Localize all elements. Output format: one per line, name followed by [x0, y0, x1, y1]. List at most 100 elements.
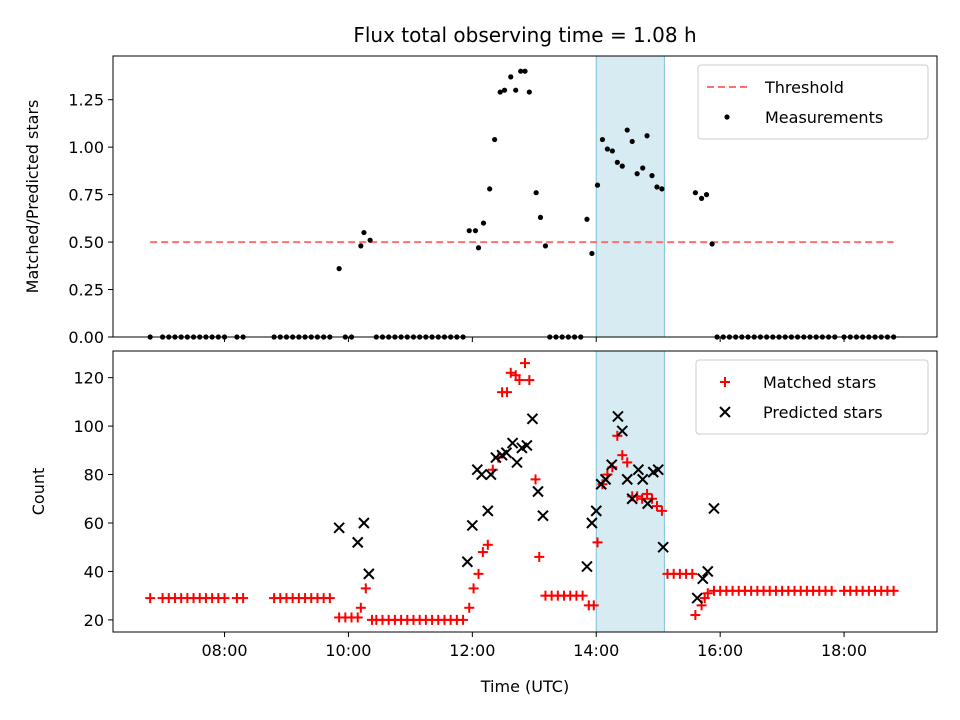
x-tick-label: 14:00 — [573, 641, 619, 660]
data-point — [513, 87, 519, 93]
data-point — [612, 410, 624, 423]
legend-entry: Threshold — [707, 78, 844, 97]
highlight-span — [595, 55, 665, 338]
data-point — [589, 250, 595, 257]
data-point — [521, 439, 533, 452]
data-point — [826, 585, 837, 596]
data-point — [644, 133, 650, 139]
data-point — [652, 463, 664, 476]
data-point — [619, 163, 625, 169]
data-point — [466, 228, 472, 234]
series-matched-stars — [145, 358, 899, 625]
data-point — [518, 68, 524, 74]
data-point — [502, 387, 513, 398]
data-point — [497, 89, 503, 95]
data-point — [537, 214, 544, 220]
data-point — [487, 186, 493, 192]
y-tick-label: 0.25 — [68, 281, 104, 300]
data-point — [477, 547, 488, 558]
data-point-stroke — [475, 468, 488, 481]
y-tick-label: 60 — [84, 514, 104, 533]
data-point — [690, 610, 701, 621]
y-tick-label: 80 — [84, 466, 104, 485]
data-point — [542, 243, 549, 249]
data-point — [501, 87, 508, 93]
data-point — [599, 136, 606, 143]
data-point-stroke — [586, 517, 598, 529]
plot-frame — [112, 350, 938, 633]
data-point-stroke — [352, 536, 364, 549]
data-point-stroke — [461, 556, 474, 568]
data-point — [656, 505, 667, 516]
data-point — [475, 245, 482, 251]
data-point — [458, 614, 469, 625]
legend: Threshold Measurements — [697, 64, 929, 140]
y-tick-label: 0.75 — [68, 186, 104, 205]
data-point — [530, 474, 541, 485]
data-point — [624, 127, 630, 133]
x-tick-label: 08:00 — [201, 641, 247, 660]
data-point — [654, 184, 660, 190]
y-axis-title: Matched/Predicted stars — [23, 100, 42, 294]
data-point — [482, 505, 494, 517]
data-point — [508, 74, 514, 80]
y-tick-label: 1.25 — [68, 91, 104, 110]
data-point — [360, 583, 371, 594]
data-point — [367, 237, 373, 243]
data-point-stroke — [637, 473, 649, 486]
y-tick-label: 20 — [84, 611, 104, 630]
data-point — [621, 473, 633, 486]
legend-label: Matched stars — [763, 373, 876, 392]
legend-entry: Measurements — [724, 108, 883, 127]
data-point-stroke — [708, 502, 720, 515]
data-point — [526, 413, 539, 425]
y-tick-label: 40 — [84, 562, 104, 581]
data-point — [475, 468, 488, 481]
data-point-stroke — [482, 505, 494, 517]
chart-title: Flux total observing time = 1.08 h — [353, 23, 696, 47]
data-point — [632, 463, 645, 476]
data-point-stroke — [621, 473, 633, 486]
plot-frame — [112, 55, 938, 338]
data-point — [358, 517, 370, 529]
data-point — [500, 447, 513, 459]
data-point — [524, 375, 535, 386]
data-point — [629, 138, 635, 145]
data-point — [599, 473, 612, 486]
legend-swatch — [724, 114, 730, 120]
data-point — [514, 375, 525, 386]
data-point-stroke — [490, 451, 502, 464]
legend-label: Threshold — [764, 78, 844, 97]
data-point — [464, 602, 475, 613]
legend-label: Measurements — [765, 108, 883, 127]
data-point — [592, 537, 603, 548]
data-point — [520, 358, 530, 369]
y-tick-label: 0.50 — [68, 233, 104, 252]
data-point — [361, 229, 367, 236]
data-point — [649, 173, 655, 179]
legend-box — [695, 359, 929, 435]
data-point-stroke — [333, 522, 345, 534]
y-tick-label: 120 — [73, 369, 104, 388]
data-point — [577, 590, 588, 601]
data-point — [637, 493, 648, 504]
data-point-stroke — [606, 459, 618, 471]
count-panel: 20 40 60 80 100 120 08:00 10:00 12:00 14:00 16:00 1… — [29, 350, 938, 660]
data-point-stroke — [641, 497, 654, 510]
data-point — [708, 502, 720, 515]
data-point-stroke — [506, 437, 519, 449]
data-point — [355, 602, 366, 613]
data-point — [659, 186, 665, 192]
data-point — [641, 497, 654, 510]
data-point — [590, 505, 602, 517]
highlight-span — [595, 350, 665, 633]
data-point-stroke — [521, 439, 533, 452]
data-point — [640, 165, 646, 171]
data-point — [697, 572, 709, 585]
y-tick-label: 1.00 — [68, 138, 104, 157]
data-point — [616, 425, 628, 437]
data-point-stroke — [358, 517, 370, 529]
data-point — [584, 216, 590, 222]
data-point — [687, 568, 698, 579]
